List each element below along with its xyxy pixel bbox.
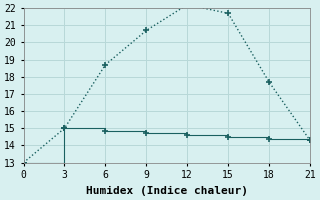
X-axis label: Humidex (Indice chaleur): Humidex (Indice chaleur) bbox=[86, 186, 248, 196]
